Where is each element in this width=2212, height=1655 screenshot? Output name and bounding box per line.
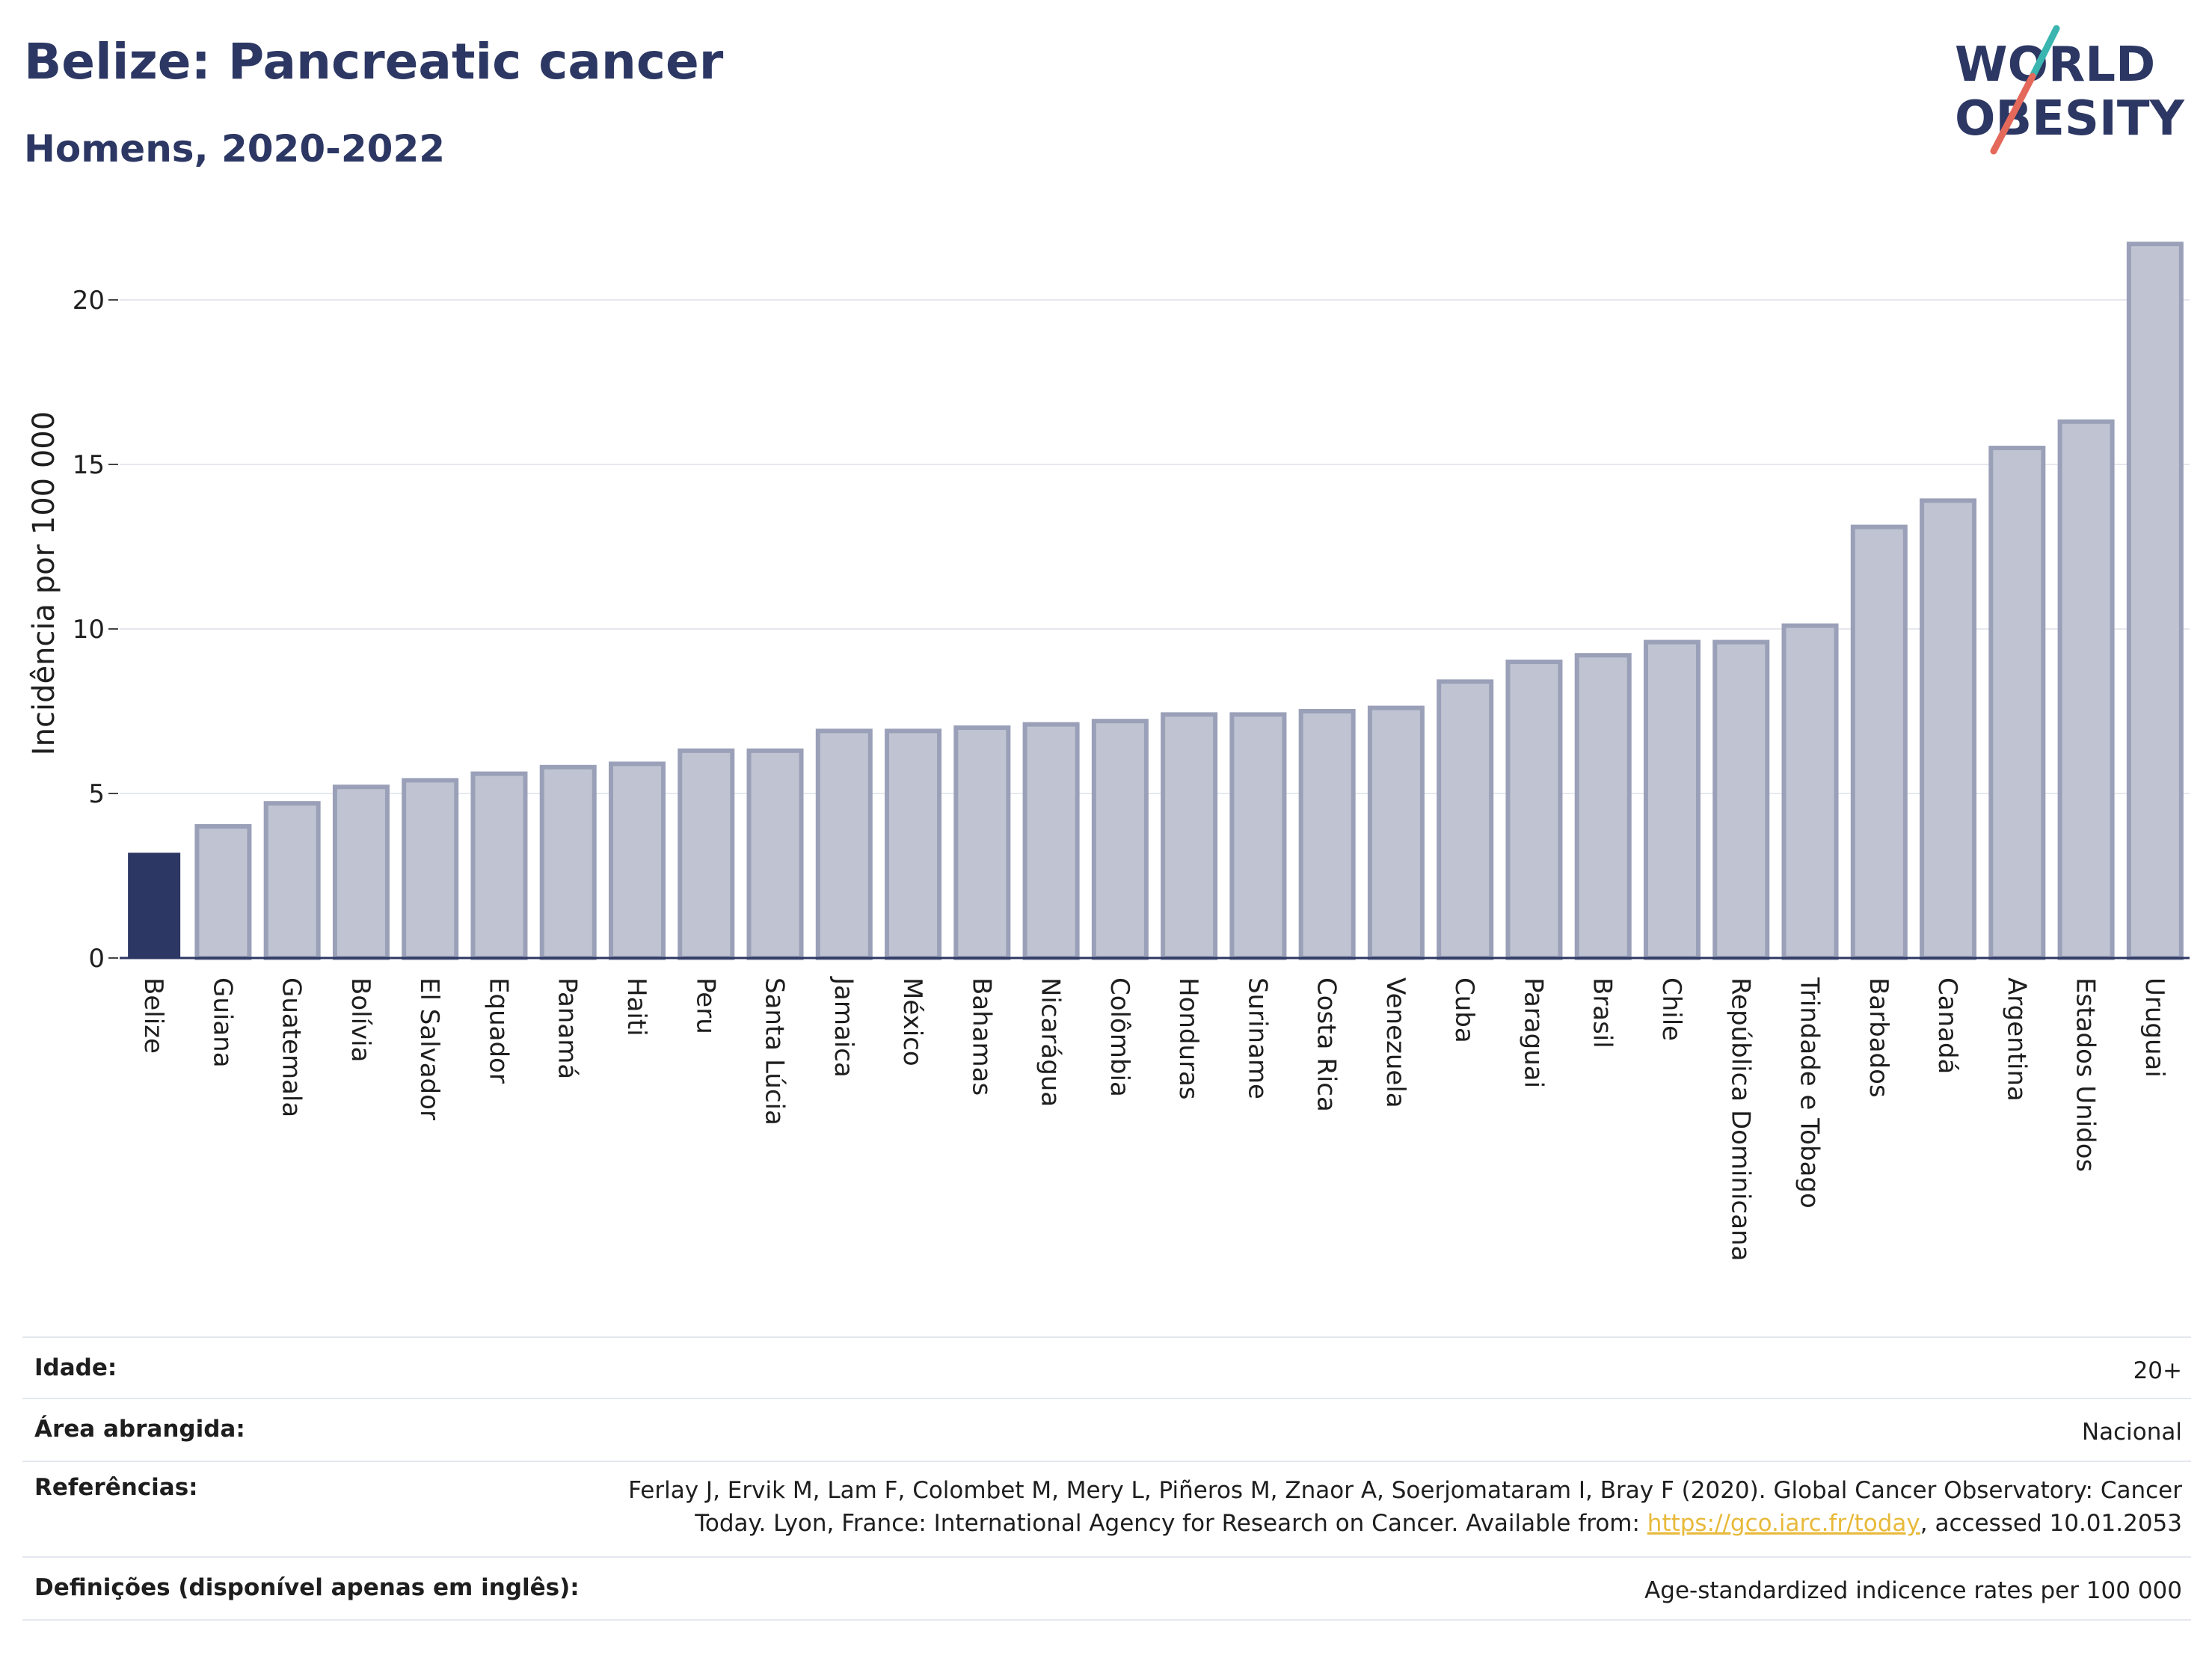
x-tick-label: Santa Lúcia xyxy=(760,977,790,1126)
references-text-line2: Today. Lyon, France: International Agenc… xyxy=(695,1510,1647,1537)
meta-row-age: Idade: 20+ xyxy=(22,1336,2191,1398)
age-value: 20+ xyxy=(2133,1357,2182,1384)
bar xyxy=(1091,719,1149,960)
bar xyxy=(2126,242,2184,960)
y-tick-label: 0 xyxy=(88,944,105,974)
bar xyxy=(1437,679,1494,961)
bar xyxy=(539,764,597,961)
x-tick-label: Equador xyxy=(483,977,513,1084)
bar xyxy=(402,778,459,961)
bar xyxy=(1781,623,1839,960)
bar xyxy=(2057,419,2115,960)
x-tick-label: Nicarágua xyxy=(1036,977,1066,1107)
x-tick-label: Haiti xyxy=(621,977,651,1037)
bar xyxy=(263,801,321,960)
y-tick-label: 15 xyxy=(73,450,105,480)
bar xyxy=(194,824,252,960)
meta-bottom-border xyxy=(22,1619,2191,1621)
metadata-table: Idade: 20+ Área abrangida: Nacional Refe… xyxy=(22,1336,2191,1621)
bar xyxy=(815,728,873,961)
x-tick-label: Peru xyxy=(690,977,720,1034)
area-value: Nacional xyxy=(2081,1419,2182,1446)
x-tick-label: Guiana xyxy=(207,977,237,1068)
bar xyxy=(885,728,942,961)
world-obesity-logo: WORLD OBESITY xyxy=(1955,25,2184,155)
area-label: Área abrangida: xyxy=(34,1416,245,1443)
x-tick-label: Guatemala xyxy=(277,977,307,1117)
x-tick-label: Cuba xyxy=(1449,977,1479,1043)
bar xyxy=(1988,446,2046,960)
x-tick-label: Suriname xyxy=(1242,977,1272,1099)
x-tick-label: Trindade e Tobago xyxy=(1795,977,1825,1209)
x-tick-label: El Salvador xyxy=(414,977,444,1120)
references-text-line3: , accessed 10.01.2053 xyxy=(1920,1510,2182,1537)
bar xyxy=(678,748,735,960)
meta-row-references: Referências: Ferlay J, Ervik M, Lam F, C… xyxy=(22,1461,2191,1556)
x-tick-label: Honduras xyxy=(1173,977,1203,1100)
bar xyxy=(1644,639,1701,960)
y-axis-ticks: 0 5 10 15 20 xyxy=(73,286,118,974)
x-tick-label: Uruguai xyxy=(2139,977,2169,1078)
bar xyxy=(953,725,1011,960)
bar xyxy=(1850,524,1908,960)
y-tick-label: 5 xyxy=(88,779,105,809)
x-axis-labels: Belize Guiana Guatemala Bolívia El Salvador E… xyxy=(138,976,2169,1261)
x-tick-label: Panamá xyxy=(553,977,583,1079)
x-tick-label: Chile xyxy=(1656,977,1686,1041)
grid-lines xyxy=(120,299,2190,794)
bar xyxy=(332,784,390,960)
bar xyxy=(1229,712,1287,961)
bar-chart: 0 5 10 15 20 Belize Guiana Guatemala Bolívia El … xyxy=(27,242,2190,1261)
references-label: Referências: xyxy=(34,1474,198,1501)
logo-slash-teal xyxy=(2029,25,2060,80)
chart-subtitle: Homens, 2020-2022 xyxy=(24,127,446,171)
x-tick-label: Paraguai xyxy=(1518,977,1548,1088)
references-text: Ferlay J, Ervik M, Lam F, Colombet M, Me… xyxy=(628,1474,2182,1540)
meta-row-definitions: Definições (disponível apenas em inglês)… xyxy=(22,1556,2191,1619)
bar xyxy=(1022,722,1080,960)
bar xyxy=(1298,709,1356,960)
bar xyxy=(1161,712,1218,961)
bar xyxy=(128,853,181,958)
bar xyxy=(1920,498,1977,960)
x-tick-label: Argentina xyxy=(2001,977,2031,1102)
logo-word-world: WORLD xyxy=(1955,37,2155,93)
x-tick-label: Barbados xyxy=(1864,977,1893,1098)
x-tick-label: Colômbia xyxy=(1105,977,1134,1097)
x-tick-label: República Dominicana xyxy=(1725,977,1755,1261)
x-tick-label: Canadá xyxy=(1932,977,1962,1074)
y-tick-label: 20 xyxy=(73,286,105,316)
bar xyxy=(746,748,804,960)
y-axis-label: Incidência por 100 000 xyxy=(27,411,61,755)
references-link[interactable]: https://gco.iarc.fr/today xyxy=(1647,1510,1920,1537)
x-tick-label: Venezuela xyxy=(1380,977,1410,1108)
references-text-line1: Ferlay J, Ervik M, Lam F, Colombet M, Me… xyxy=(628,1477,2182,1504)
bar xyxy=(1712,639,1770,960)
definitions-value: Age-standardized indicence rates per 100… xyxy=(1644,1577,2182,1604)
logo-slash-red xyxy=(1990,73,2036,155)
bar xyxy=(1505,660,1563,960)
meta-row-area: Área abrangida: Nacional xyxy=(22,1398,2191,1461)
definitions-label: Definições (disponível apenas em inglês)… xyxy=(34,1574,580,1601)
x-tick-label: Costa Rica xyxy=(1312,977,1342,1112)
x-tick-label: Bolívia xyxy=(345,977,375,1062)
bar xyxy=(1574,653,1632,960)
chart-title: Belize: Pancreatic cancer xyxy=(24,33,724,90)
x-tick-label: Jamaica xyxy=(829,976,858,1078)
x-tick-label: Belize xyxy=(138,977,168,1054)
bar xyxy=(1367,705,1425,960)
logo-word-obesity: OBESITY xyxy=(1955,91,2184,147)
x-tick-label: México xyxy=(897,977,927,1066)
bar xyxy=(609,761,666,961)
age-label: Idade: xyxy=(34,1354,117,1381)
bars xyxy=(128,242,2184,961)
bar xyxy=(470,771,528,960)
x-tick-label: Estados Unidos xyxy=(2071,977,2101,1172)
x-tick-label: Brasil xyxy=(1588,977,1617,1048)
y-tick-label: 10 xyxy=(73,615,105,645)
x-tick-label: Bahamas xyxy=(966,977,996,1096)
